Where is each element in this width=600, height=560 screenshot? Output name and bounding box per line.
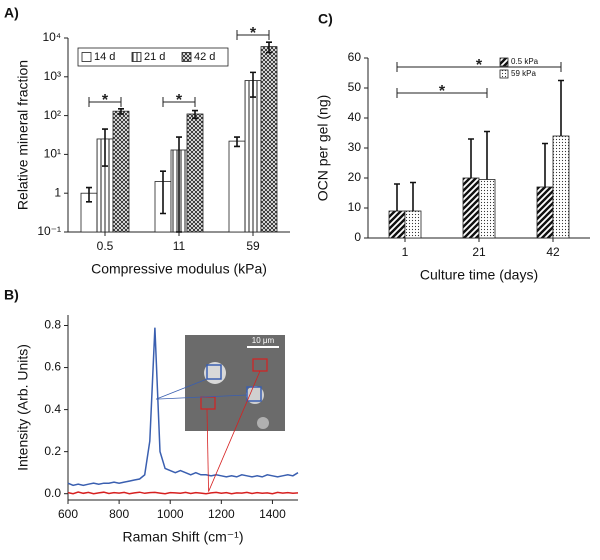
inset-roi <box>246 386 262 402</box>
x-tick-label: 0.5 <box>97 239 114 253</box>
y-tick-label: 50 <box>348 80 362 94</box>
y-tick-label: 0.6 <box>44 360 61 374</box>
error-bar <box>410 181 416 211</box>
panel-label: A) <box>4 5 19 21</box>
y-tick-label: 0.0 <box>44 486 61 500</box>
y-tick-label: 20 <box>348 170 362 184</box>
y-tick-label: 40 <box>348 110 362 124</box>
error-bar <box>394 183 400 211</box>
y-tick-label: 0.2 <box>44 444 61 458</box>
inset-image <box>185 335 285 431</box>
error-bar <box>160 170 166 215</box>
y-axis-label: Relative mineral fraction <box>15 60 31 210</box>
bar <box>112 110 130 233</box>
x-tick-label: 800 <box>109 507 129 521</box>
x-tick-label: 1400 <box>259 507 286 521</box>
bar <box>404 210 422 239</box>
significance-star: * <box>176 92 183 109</box>
bar <box>536 186 554 239</box>
bar <box>462 177 480 239</box>
y-tick-label: 0.8 <box>44 318 61 332</box>
spectrum-line <box>67 491 299 495</box>
error-bar <box>266 41 272 54</box>
pointer <box>206 408 209 492</box>
x-axis-label: Raman Shift (cm⁻¹) <box>123 529 244 545</box>
y-tick-label: 10¹ <box>44 147 61 161</box>
y-axis-label: Intensity (Arb. Units) <box>15 344 31 471</box>
error-bar <box>176 136 182 233</box>
x-tick-label: 1200 <box>208 507 235 521</box>
significance-bracket <box>396 62 562 72</box>
error-bar <box>86 186 92 203</box>
bar <box>228 140 246 233</box>
x-axis-label: Compressive modulus (kPa) <box>91 261 267 277</box>
x-tick-label: 42 <box>546 245 560 259</box>
panel-label: B) <box>4 287 19 303</box>
y-tick-label: 0.4 <box>44 402 61 416</box>
y-tick-label: 10⁴ <box>42 30 61 44</box>
pointer <box>156 394 248 400</box>
bar <box>552 135 570 239</box>
legend-swatch <box>131 52 142 62</box>
panel-label: C) <box>318 11 333 27</box>
significance-bracket <box>162 97 196 107</box>
y-tick-label: 30 <box>348 140 362 154</box>
significance-bracket <box>236 30 270 40</box>
error-bar <box>192 109 198 120</box>
legend-label: 42 d <box>194 51 215 63</box>
pointer <box>156 378 208 400</box>
inset-cell <box>246 386 264 404</box>
error-bar <box>234 136 240 148</box>
legend-swatch <box>181 52 192 62</box>
legend-swatch <box>499 69 509 79</box>
error-bar <box>468 138 474 178</box>
pointer <box>208 370 261 492</box>
significance-bracket <box>88 97 122 107</box>
bar <box>244 80 262 233</box>
x-tick-label: 600 <box>58 507 78 521</box>
significance-star: * <box>476 57 483 74</box>
significance-star: * <box>250 25 257 42</box>
significance-bracket <box>396 88 488 98</box>
error-bar <box>558 79 564 136</box>
x-tick-label: 1000 <box>157 507 184 521</box>
y-tick-label: 10⁻¹ <box>37 224 61 238</box>
inset-roi <box>206 364 222 380</box>
x-tick-label: 11 <box>173 239 186 253</box>
x-tick-label: 59 <box>246 239 260 253</box>
error-bar <box>484 130 490 180</box>
y-tick-label: 60 <box>348 50 362 64</box>
bar <box>478 179 496 239</box>
legend-box <box>77 47 229 67</box>
legend-label: 14 d <box>94 51 115 63</box>
scale-label: 10 μm <box>252 336 275 345</box>
error-bar <box>102 128 108 167</box>
legend-label: 59 kPa <box>511 69 536 78</box>
x-axis-label: Culture time (days) <box>420 267 538 283</box>
legend-swatch <box>81 52 92 62</box>
bar <box>388 210 406 239</box>
bar <box>186 113 204 233</box>
y-axis-label: OCN per gel (ng) <box>315 95 331 202</box>
significance-star: * <box>102 92 109 109</box>
bar <box>260 46 278 233</box>
legend-label: 21 d <box>144 51 165 63</box>
x-tick-label: 21 <box>472 245 486 259</box>
error-bar <box>542 142 548 187</box>
spectrum-line <box>67 327 299 487</box>
error-bar <box>118 107 124 115</box>
x-tick-label: 1 <box>402 245 409 259</box>
y-tick-label: 10² <box>44 108 61 122</box>
legend-swatch <box>499 57 509 67</box>
inset-cell <box>257 417 269 429</box>
y-tick-label: 0 <box>354 230 361 244</box>
legend-label: 0.5 kPa <box>511 57 539 66</box>
error-bar <box>250 71 256 98</box>
y-tick-label: 10³ <box>44 69 61 83</box>
y-tick-label: 1 <box>54 185 61 199</box>
y-tick-label: 10 <box>348 200 362 214</box>
significance-star: * <box>439 83 446 100</box>
